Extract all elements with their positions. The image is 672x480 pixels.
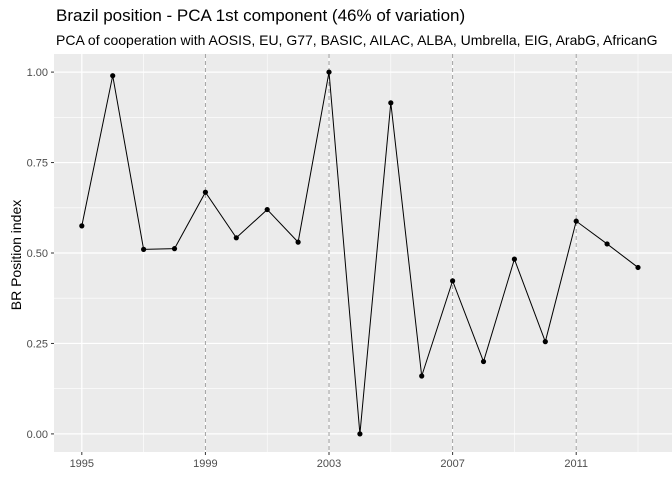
y-tick-label: 0.75 [27,158,48,170]
x-tick-label: 2007 [440,458,464,470]
data-point [604,241,610,247]
reference-lines [204,54,577,452]
data-point [171,246,178,252]
x-tick-label: 1999 [193,458,217,470]
points-layer [79,69,641,437]
data-point [635,264,641,271]
x-axis: 1995 1999 2003 2007 2011 [70,452,588,470]
data-point [326,69,332,75]
chart-title: Brazil position - PCA 1st component (46%… [56,6,466,25]
chart-subtitle: PCA of cooperation with AOSIS, EU, G77, … [56,32,658,48]
data-point [511,256,518,262]
data-point [450,278,456,284]
data-point [233,235,239,241]
x-tick-label: 1995 [70,458,94,470]
data-point [573,218,579,224]
data-point [202,189,209,195]
data-point [388,100,394,106]
data-point [419,373,425,379]
data-point [141,246,147,252]
data-point [357,431,363,437]
x-tick-label: 2011 [564,458,588,470]
x-tick-label: 2003 [317,458,341,470]
y-tick-label: 0.00 [27,429,48,441]
data-point [79,223,85,229]
data-point [542,339,548,345]
data-point [110,73,116,79]
data-point [295,239,301,245]
y-tick-label: 0.25 [27,338,48,350]
y-axis: 0.00 0.25 0.50 0.75 1.00 [27,67,54,441]
y-tick-label: 1.00 [27,67,48,79]
y-tick-label: 0.50 [27,248,48,260]
data-point [264,206,270,213]
data-point [480,358,487,365]
